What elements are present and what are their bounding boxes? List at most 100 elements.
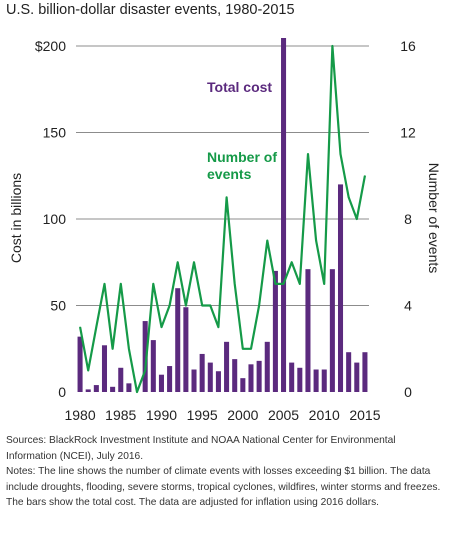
events-point-2009 [315,240,317,242]
cost-bar-1983 [101,345,108,392]
events-point-1999 [234,283,236,285]
events-point-1981 [87,369,89,371]
cost-bar-2010 [321,369,327,392]
cost-bar-2005 [281,38,287,392]
right-tick-label: 0 [404,384,412,400]
events-point-1994 [193,261,195,263]
cost-bar-1986 [126,383,132,392]
events-point-2003 [266,240,268,242]
x-tick-label: 1995 [187,407,218,423]
cost-bar-2014 [354,362,360,392]
events-point-1989 [152,283,154,285]
events-point-1986 [128,348,130,350]
events-point-2005 [282,283,285,285]
events-point-1984 [112,348,114,350]
events-point-2010 [323,283,325,285]
x-tick-label: 1990 [146,407,177,423]
events-point-1998 [225,196,228,198]
right-tick-label: 16 [400,38,416,54]
cost-bar-2007 [297,367,303,392]
cost-bar-1984 [110,386,116,392]
cost-bar-1995 [199,353,205,392]
events-point-2006 [291,261,293,263]
chart: 0 50 100 150 $200 0 4 8 12 16 1980 1985 1990 1995 20… [8,38,442,423]
left-axis-label: Cost in billions [8,173,24,263]
cost-bar-1988 [142,321,148,392]
right-tick-label: 4 [404,298,412,314]
cost-bar-2006 [289,362,295,392]
cost-bar-1985 [118,367,124,392]
cost-bar-2001 [248,364,254,392]
events-point-1982 [95,326,97,328]
events-point-2004 [274,283,277,285]
chart-notes: Sources: BlackRock Investment Institute … [6,433,444,511]
cost-bar-1982 [93,385,99,392]
series-annotations: Total cost Number of events [207,79,277,182]
left-tick-label: 0 [58,384,66,400]
events-point-2013 [348,196,350,198]
x-tick-label: 2010 [309,407,340,423]
cost-bar-1981 [85,389,91,392]
events-point-1988 [144,369,146,371]
events-point-1987 [136,391,138,393]
events-point-2002 [258,304,260,307]
events-point-1992 [177,261,179,263]
cost-bar-1997 [215,371,221,392]
left-axis-ticks: 0 50 100 150 $200 [35,38,66,400]
events-point-2011 [331,45,333,47]
events-point-1991 [168,304,171,307]
cost-bar-2013 [346,352,352,392]
cost-bar-1999 [232,359,238,392]
events-point-2001 [250,348,252,350]
x-tick-label: 2015 [349,407,380,423]
cost-bar-2012 [337,184,344,392]
events-point-2014 [356,218,358,220]
right-axis-ticks: 0 4 8 12 16 [400,38,416,400]
events-point-1993 [185,304,187,307]
cost-bar-1989 [150,340,156,392]
events-point-1997 [217,326,220,328]
events-point-1985 [120,283,122,285]
right-tick-label: 12 [400,125,416,141]
cost-bar-2008 [305,269,311,392]
x-tick-label: 2000 [227,407,258,423]
cost-bar-2000 [240,378,246,392]
cost-bar-2009 [313,369,319,392]
cost-bars [77,38,368,392]
left-tick-label: $200 [35,38,66,54]
cost-bar-1992 [175,288,181,392]
events-point-1990 [160,326,163,328]
events-point-1995 [201,304,203,307]
events-point-1996 [209,304,211,307]
total-cost-annotation: Total cost [207,79,272,95]
cost-bar-1994 [191,369,197,392]
events-point-2008 [307,153,309,155]
x-tick-label: 1980 [64,407,95,423]
left-tick-label: 150 [43,125,67,141]
x-tick-label: 2005 [268,407,299,423]
right-axis-label: Number of events [426,163,442,274]
x-axis-ticks: 1980 1985 1990 1995 2000 2005 2010 2015 [64,407,380,423]
number-of-events-annotation: Number of events [207,149,277,182]
left-tick-label: 100 [43,211,67,227]
cost-bar-1993 [183,307,189,392]
events-series-line [79,44,366,394]
sources-text: Sources: BlackRock Investment Institute … [6,435,396,462]
events-point-2015 [364,175,366,177]
cost-bar-1980 [77,336,83,392]
x-tick-label: 1985 [105,407,136,423]
left-tick-label: 50 [50,298,66,314]
cost-bar-1998 [224,341,230,392]
cost-bar-2003 [264,341,270,392]
notes-text: Notes: The line shows the number of clim… [6,466,441,509]
cost-bar-1991 [167,366,173,392]
events-line [79,44,366,394]
right-tick-label: 8 [404,211,412,227]
cost-bar-2002 [256,360,262,392]
events-point-2000 [242,348,244,350]
events-point-1983 [103,283,106,285]
cost-bar-2004 [272,270,278,392]
events-point-2012 [339,153,342,155]
cost-bar-2011 [329,269,335,392]
gridlines [76,45,369,306]
